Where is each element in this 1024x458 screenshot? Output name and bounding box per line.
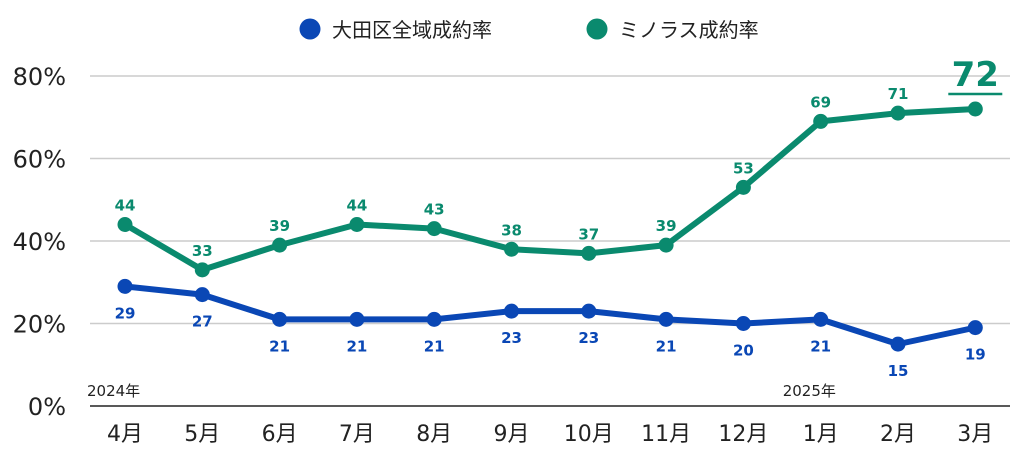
series-line: [122, 283, 979, 348]
data-label: 44: [346, 197, 367, 215]
y-tick-label: 80%: [13, 63, 66, 91]
data-label: 23: [578, 329, 599, 347]
data-label: 29: [115, 304, 136, 322]
data-label: 43: [424, 201, 445, 219]
x-tick-label: 1月: [803, 422, 839, 447]
data-label: 69: [810, 93, 831, 111]
legend-marker: [299, 18, 321, 40]
legend-item: ミノラス成約率: [586, 18, 759, 42]
year-label: 2024年: [87, 382, 140, 400]
data-label: 44: [115, 197, 136, 215]
legend: 大田区全域成約率 ミノラス成約率: [299, 18, 759, 42]
y-tick-label: 0%: [28, 393, 66, 421]
x-tick-label: 6月: [262, 422, 298, 447]
data-point: [967, 101, 983, 117]
data-point: [194, 287, 210, 303]
x-tick-label: 11月: [641, 422, 691, 447]
legend-label: 大田区全域成約率: [332, 18, 492, 42]
data-label: 19: [965, 346, 986, 364]
data-point: [735, 316, 751, 331]
series-0: 29 27 21 21 21 23 23 21 20 21 15 19: [115, 278, 986, 380]
data-point: [117, 278, 133, 294]
x-axis: 4月 5月 6月 7月 8月 9月 10月 11月 12月 1月 2月 3月 2024年 2025年: [87, 382, 1010, 447]
legend-item: 大田区全域成約率: [299, 18, 492, 42]
data-point: [813, 311, 829, 327]
data-point: [272, 311, 288, 327]
y-axis: 0% 20% 40% 60% 80%: [13, 63, 66, 421]
x-tick-label: 8月: [416, 422, 452, 447]
data-label: 27: [192, 313, 213, 331]
data-label: 71: [888, 85, 909, 103]
data-label: 15: [888, 362, 909, 380]
data-label: 20: [733, 342, 754, 360]
grid-lines: [90, 75, 1010, 325]
data-point: [735, 179, 751, 195]
data-label: 23: [501, 329, 522, 347]
data-label: 33: [192, 242, 213, 260]
data-point: [504, 241, 519, 257]
data-label: 53: [733, 159, 754, 177]
data-label: 21: [346, 337, 367, 355]
data-point: [890, 336, 906, 352]
data-point: [194, 262, 210, 278]
data-label: 21: [656, 337, 677, 355]
data-point: [658, 311, 674, 327]
data-label: 37: [578, 225, 599, 243]
data-label: 21: [810, 337, 831, 355]
series-group: 29 27 21 21 21 23 23 21 20 21 15 19 44 33 39 44 43 38 37 39…: [115, 55, 1003, 380]
x-tick-label: 2月: [880, 422, 916, 447]
data-point: [890, 105, 906, 121]
series-line: [122, 106, 979, 273]
data-point: [272, 237, 288, 253]
y-tick-label: 20%: [13, 311, 66, 339]
data-label: 21: [424, 337, 445, 355]
x-tick-label: 4月: [107, 422, 143, 447]
data-point: [581, 303, 597, 319]
data-point: [426, 311, 442, 327]
x-tick-label: 10月: [564, 422, 614, 447]
data-label: 39: [656, 217, 677, 235]
data-point: [581, 245, 597, 261]
y-tick-label: 60%: [13, 146, 66, 174]
data-point: [967, 320, 983, 336]
data-point: [813, 113, 829, 129]
y-tick-label: 40%: [13, 228, 66, 256]
data-label: 39: [269, 217, 290, 235]
x-tick-label: 12月: [718, 422, 768, 447]
data-label: 21: [269, 337, 290, 355]
data-point: [349, 311, 365, 327]
data-point: [504, 303, 519, 319]
x-tick-label: 3月: [957, 422, 993, 447]
data-point: [658, 237, 674, 253]
legend-marker: [586, 18, 608, 40]
year-label: 2025年: [783, 382, 836, 400]
data-point: [117, 217, 133, 232]
data-label: 38: [501, 221, 522, 239]
data-point: [426, 221, 442, 237]
series-1: 44 33 39 44 43 38 37 39 53 69 71 72: [115, 55, 1003, 278]
x-tick-label: 7月: [339, 422, 375, 447]
legend-label: ミノラス成約率: [619, 18, 759, 42]
x-tick-label: 9月: [494, 422, 530, 447]
x-tick-label: 5月: [184, 422, 220, 447]
highlight-data-label: 72: [952, 55, 999, 95]
data-point: [349, 217, 365, 232]
